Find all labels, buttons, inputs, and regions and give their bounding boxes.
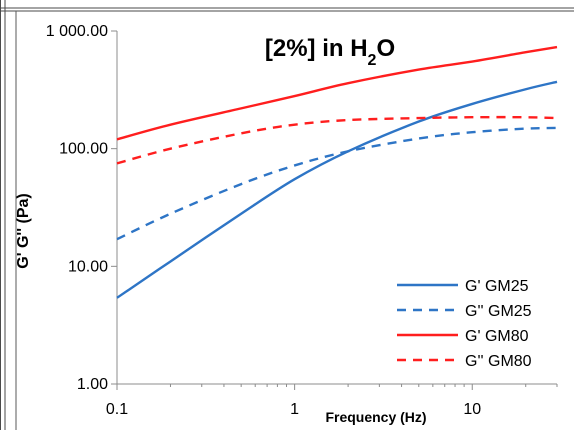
x-tick-label: 1 xyxy=(290,401,299,418)
y-axis-label: G' G'' (Pa) xyxy=(15,193,32,268)
x-tick-label: 10 xyxy=(463,401,481,418)
x-tick-label: 0.1 xyxy=(106,401,128,418)
series-line-g-gm25 xyxy=(116,126,558,241)
x-axis-label: Frequency (Hz) xyxy=(325,409,426,425)
y-tick-label: 1.00 xyxy=(77,376,108,393)
chart-title-subscript: 2 xyxy=(368,52,377,69)
chart-title-main: [2%] in H xyxy=(265,35,368,62)
legend-label-g-gm25: G'' GM25 xyxy=(465,303,532,320)
plot-area: 1.00 10.00 100.00 1 000.00 0.1 1 10 xyxy=(46,23,558,418)
legend-label-g-gm80: G' GM80 xyxy=(465,328,529,345)
y-tick-label: 1 000.00 xyxy=(46,23,108,40)
chart-title-suffix: O xyxy=(376,35,395,62)
series-line-g-gm80 xyxy=(116,45,558,141)
legend-label-g-gm25: G' GM25 xyxy=(465,278,529,295)
y-tick-label: 10.00 xyxy=(68,258,108,275)
legend: G' GM25 G'' GM25 G' GM80 G'' GM80 xyxy=(397,278,532,370)
chart-title: [2%] in H2O xyxy=(265,35,395,69)
legend-label-g-gm80: G'' GM80 xyxy=(465,353,532,370)
y-tick-label: 100.00 xyxy=(59,141,108,158)
